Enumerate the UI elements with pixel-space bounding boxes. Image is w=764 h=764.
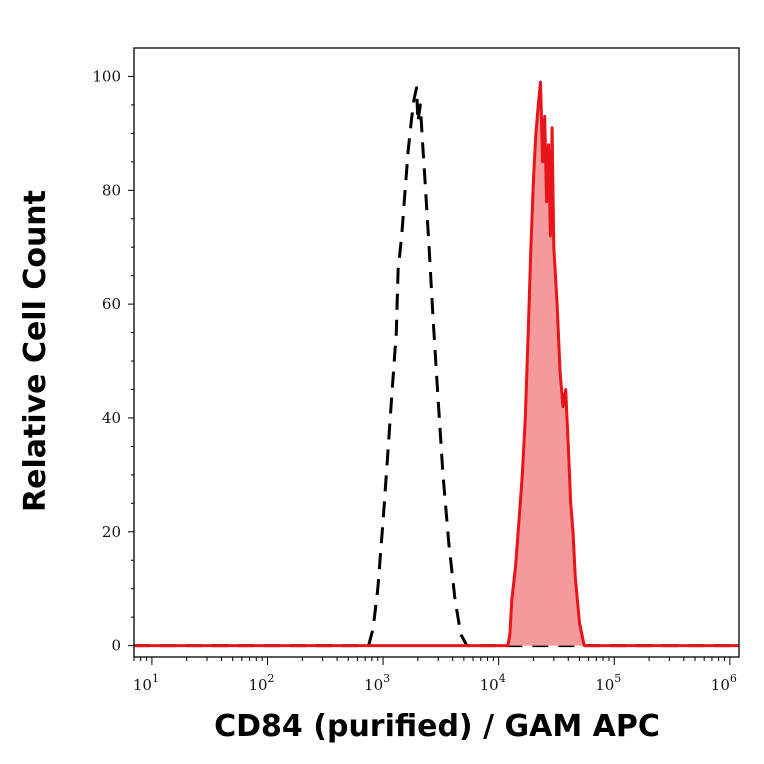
y-axis: 0 20 40 60 80 100 <box>92 67 134 655</box>
plot-frame <box>133 47 740 658</box>
y-tick-label-60: 60 <box>102 295 121 313</box>
x-tick-label-1: 101 <box>133 672 159 694</box>
x-axis-title: CD84 (purified) / GAM APC <box>214 709 660 744</box>
y-tick-label-80: 80 <box>102 181 121 199</box>
x-tick-label-6: 106 <box>711 672 737 694</box>
x-axis: 101 102 103 104 105 106 <box>133 657 737 694</box>
plot-marks <box>134 80 739 648</box>
series-1-line <box>134 80 739 648</box>
y-tick-label-0: 0 <box>111 637 121 655</box>
x-tick-label-2: 102 <box>248 672 274 694</box>
x-tick-label-4: 104 <box>480 672 506 694</box>
x-tick-label-3: 103 <box>364 672 390 694</box>
y-tick-label-100: 100 <box>92 67 121 85</box>
y-tick-label-40: 40 <box>102 409 121 427</box>
series-0-line <box>134 86 739 648</box>
x-tick-label-5: 105 <box>595 672 621 694</box>
y-tick-label-20: 20 <box>102 523 121 541</box>
y-axis-title: Relative Cell Count <box>18 190 53 512</box>
